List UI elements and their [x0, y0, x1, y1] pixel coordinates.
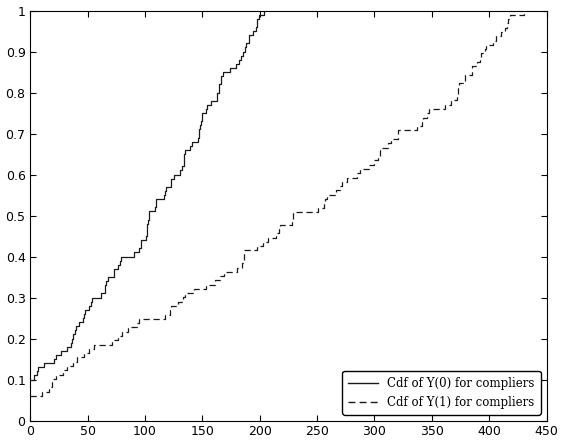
Legend: Cdf of Y(0) for compliers, Cdf of Y(1) for compliers: Cdf of Y(0) for compliers, Cdf of Y(1) f…	[342, 371, 541, 415]
